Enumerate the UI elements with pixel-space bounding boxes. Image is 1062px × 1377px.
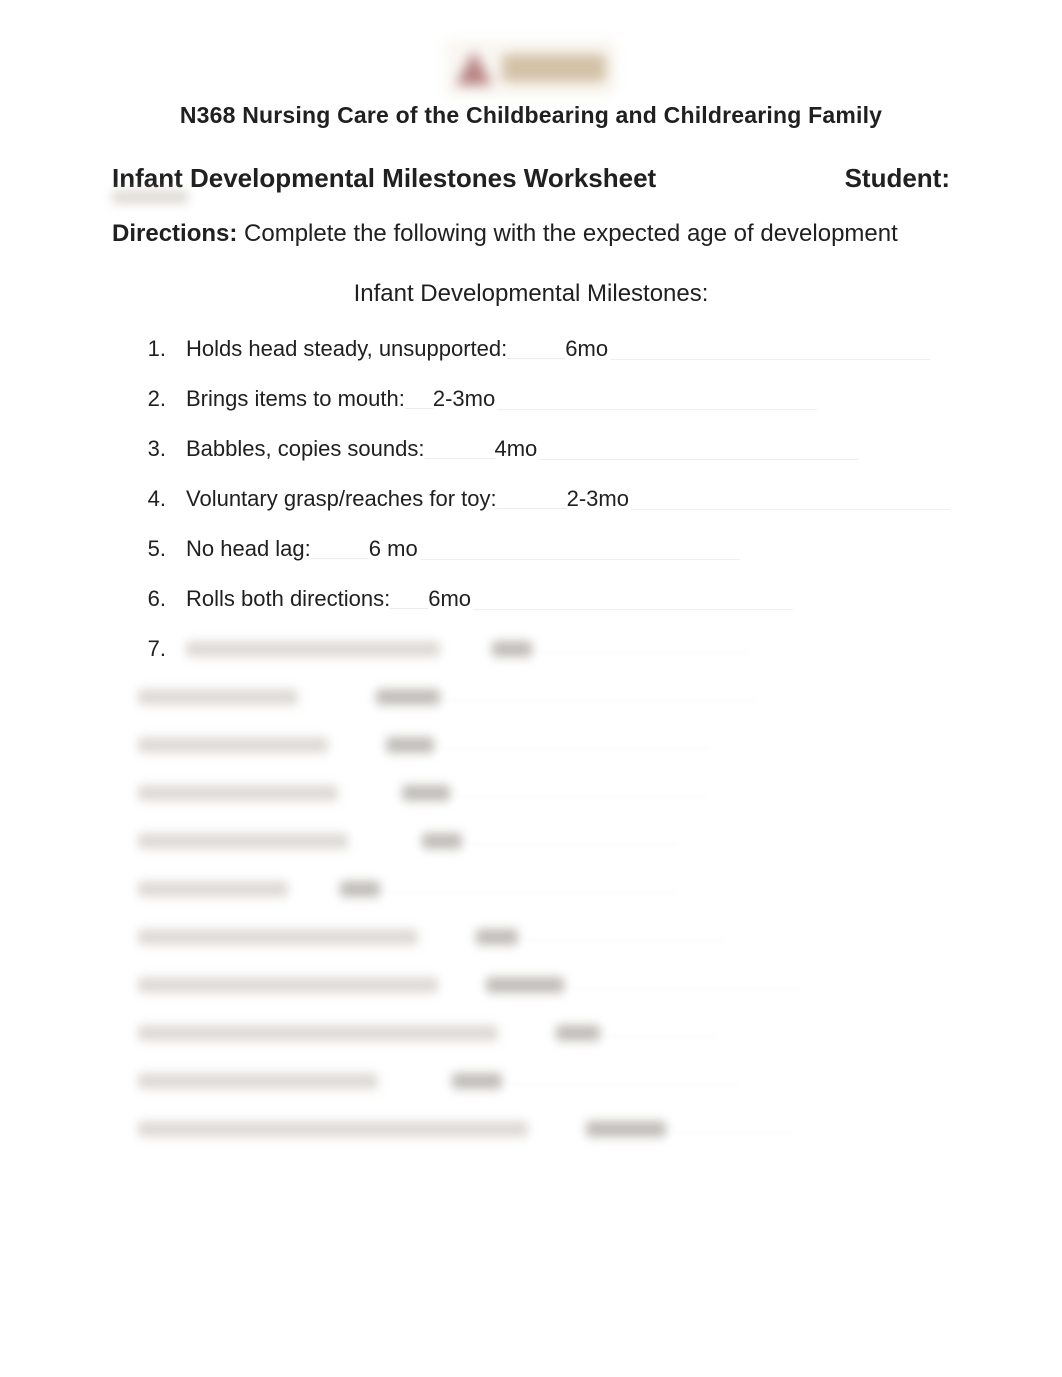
answer-gap [507,358,565,359]
worksheet-page: N368 Nursing Care of the Childbearing an… [0,0,1062,1377]
redacted-label [138,833,348,849]
logo-text-placeholder [502,54,606,82]
list-item-redacted [138,732,950,758]
answer-gap [390,608,428,609]
redacted-answer [376,689,440,705]
redacted-label [138,737,328,753]
list-item: 5. No head lag: 6 mo [138,536,950,562]
redacted-underline [540,652,750,653]
answer-gap [497,508,567,509]
logo-container [0,0,1062,96]
redacted-answer [486,977,564,993]
list-item: 1. Holds head steady, unsupported: 6mo [138,336,950,362]
redacted-label [138,881,288,897]
list-item: 6. Rolls both directions: 6mo [138,586,950,612]
answer-gap [425,458,495,459]
redacted-label [138,785,338,801]
redacted-label [138,1073,378,1089]
worksheet-title: Infant Developmental Milestones Workshee… [112,163,656,194]
item-answer: 4mo [495,436,538,462]
item-answer: 2-3mo [433,386,495,412]
redacted-underline [608,1036,718,1037]
redacted-answer [386,737,434,753]
redacted-answer [476,929,518,945]
item-number: 4. [138,486,172,512]
list-item-redacted [138,780,950,806]
item-number: 5. [138,536,172,562]
answer-underline [497,409,817,410]
redacted-underline [470,844,680,845]
answer-underline [539,459,859,460]
redacted-answer [422,833,462,849]
redacted-answer [452,1073,502,1089]
redacted-label [138,929,418,945]
student-label: Student: [845,163,950,194]
redacted-label [186,641,440,657]
item-answer: 6mo [565,336,608,362]
logo-mark-icon [456,51,492,85]
directions-text: Complete the following with the expected… [237,220,897,247]
item-label: Babbles, copies sounds: [186,436,425,462]
student-name-redacted [112,190,188,204]
redacted-answer [492,641,532,657]
course-title: N368 Nursing Care of the Childbearing an… [0,102,1062,129]
institution-logo [446,40,616,96]
list-item: 2. Brings items to mouth: 2-3mo [138,386,950,412]
item-number: 6. [138,586,172,612]
redacted-label [138,977,438,993]
redacted-underline [388,892,678,893]
redacted-underline [448,700,758,701]
item-number: 3. [138,436,172,462]
redacted-label [138,1121,528,1137]
item-number: 2. [138,386,172,412]
list-item-redacted [138,924,950,950]
redacted-answer [402,785,450,801]
redacted-underline [526,940,726,941]
answer-underline [610,359,930,360]
answer-underline [631,509,950,510]
list-item-redacted: 7. [138,636,950,662]
header-row: Infant Developmental Milestones Workshee… [0,129,1062,194]
item-answer: 2-3mo [567,486,629,512]
item-label: Voluntary grasp/reaches for toy: [186,486,497,512]
redacted-label [138,689,298,705]
answer-underline [473,609,793,610]
redacted-underline [442,748,712,749]
list-item: 4. Voluntary grasp/reaches for toy: 2-3m… [138,486,950,512]
answer-gap [311,558,369,559]
answer-underline [420,559,740,560]
item-number: 7. [138,636,172,662]
redacted-answer [340,881,380,897]
redacted-underline [674,1132,794,1133]
list-item-redacted [138,972,950,998]
list-item-redacted [138,1068,950,1094]
section-title: Infant Developmental Milestones: [0,250,1062,308]
list-item-redacted [138,876,950,902]
redacted-answer [586,1121,666,1137]
list-item-redacted [138,1020,950,1046]
item-number: 1. [138,336,172,362]
list-item: 3. Babbles, copies sounds: 4mo [138,436,950,462]
answer-gap [405,408,433,409]
directions-label: Directions: [112,220,237,247]
item-label: No head lag: [186,536,311,562]
redacted-answer [556,1025,600,1041]
item-label: Holds head steady, unsupported: [186,336,507,362]
redacted-underline [572,988,802,989]
list-item-redacted [138,1116,950,1142]
redacted-underline [458,796,708,797]
item-label: Brings items to mouth: [186,386,405,412]
item-answer: 6mo [428,586,471,612]
list-item-redacted [138,828,950,854]
redacted-underline [510,1084,740,1085]
list-item-redacted [138,684,950,710]
milestones-list: 1. Holds head steady, unsupported: 6mo 2… [0,308,1062,1142]
item-answer: 6 mo [369,536,418,562]
redacted-label [138,1025,498,1041]
item-label: Rolls both directions: [186,586,390,612]
